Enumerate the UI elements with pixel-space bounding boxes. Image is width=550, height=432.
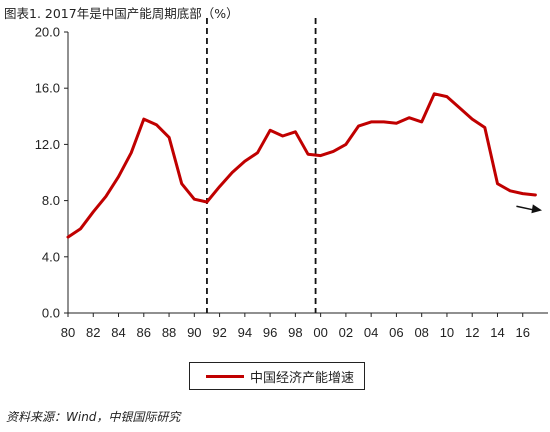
x-tick-label: 92	[212, 325, 226, 340]
y-tick-label: 4.0	[42, 249, 60, 264]
x-tick-label: 96	[263, 325, 277, 340]
y-tick-label: 0.0	[42, 306, 60, 321]
y-tick-label: 16.0	[35, 81, 60, 96]
source-note: 资料来源：Wind，中银国际研究	[6, 410, 181, 424]
trend-arrow-head	[531, 204, 542, 214]
x-tick-label: 90	[187, 325, 201, 340]
y-tick-label: 8.0	[42, 193, 60, 208]
x-tick-label: 10	[440, 325, 454, 340]
x-tick-label: 80	[61, 325, 75, 340]
legend: 中国经济产能增速	[189, 362, 365, 390]
y-tick-label: 20.0	[35, 25, 60, 40]
x-tick-label: 08	[414, 325, 428, 340]
chart-axes	[67, 32, 548, 314]
x-tick-label: 94	[238, 325, 252, 340]
vertical-markers	[206, 18, 317, 313]
x-axis-ticks: 80 82 84 86 88 90 92 94 96 98 00 02 04 06 08 10 12 14 16	[61, 313, 530, 340]
x-tick-label: 02	[339, 325, 353, 340]
chart-title: 图表1. 2017年是中国产能周期底部（%）	[4, 6, 239, 21]
x-tick-label: 04	[364, 325, 378, 340]
x-tick-label: 12	[465, 325, 479, 340]
x-tick-label: 00	[313, 325, 327, 340]
x-tick-label: 06	[389, 325, 403, 340]
x-tick-label: 86	[137, 325, 151, 340]
x-tick-label: 84	[111, 325, 125, 340]
legend-swatch	[206, 374, 244, 378]
x-tick-label: 98	[288, 325, 302, 340]
y-axis-ticks: 0.0 4.0 8.0 12.0 16.0 20.0	[35, 25, 68, 321]
legend-label: 中国经济产能增速	[250, 370, 355, 386]
annotation-group	[516, 204, 542, 214]
series-group	[66, 92, 537, 239]
x-tick-label: 14	[490, 325, 504, 340]
x-tick-label: 88	[162, 325, 176, 340]
x-tick-label: 82	[86, 325, 100, 340]
y-tick-label: 12.0	[35, 137, 60, 152]
x-tick-label: 16	[516, 325, 530, 340]
series-line	[66, 92, 537, 239]
